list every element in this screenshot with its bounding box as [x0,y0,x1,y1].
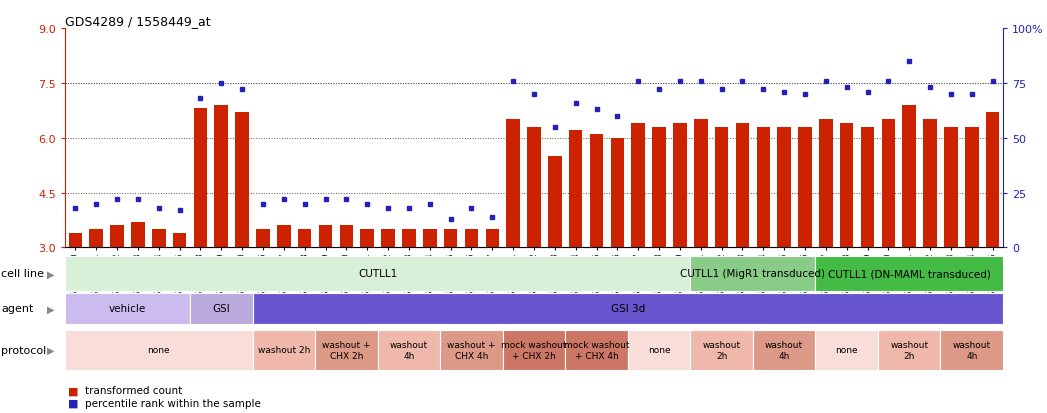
Bar [257,230,270,248]
Text: agent: agent [1,304,34,314]
Text: ▶: ▶ [46,304,54,314]
Text: washout
4h: washout 4h [389,340,428,360]
Text: washout
2h: washout 2h [703,340,740,360]
Bar [944,127,958,248]
Bar [840,124,853,248]
Text: mock washout
+ CHX 2h: mock washout + CHX 2h [502,340,566,360]
Text: GSI 3d: GSI 3d [610,304,645,314]
Bar [444,230,458,248]
Bar [882,120,895,248]
Text: GSI: GSI [213,304,230,314]
Bar [173,233,186,248]
Bar [318,226,332,248]
Bar [423,230,437,248]
Bar [819,120,832,248]
Bar [402,230,416,248]
Text: CUTLL1: CUTLL1 [358,268,397,279]
Bar [965,127,979,248]
Bar [715,127,729,248]
Text: none: none [648,346,670,354]
Text: washout
2h: washout 2h [890,340,929,360]
Text: none: none [836,346,857,354]
Bar [360,230,374,248]
Bar [631,124,645,248]
Bar [798,127,811,248]
Bar [569,131,582,248]
Bar [757,127,770,248]
Text: washout +
CHX 2h: washout + CHX 2h [322,340,371,360]
Text: washout 2h: washout 2h [258,346,310,354]
Bar [861,127,874,248]
Bar [131,222,144,248]
Text: none: none [148,346,170,354]
Text: mock washout
+ CHX 4h: mock washout + CHX 4h [563,340,629,360]
Bar [339,226,353,248]
Text: CUTLL1 (MigR1 transduced): CUTLL1 (MigR1 transduced) [681,268,825,279]
Text: ▶: ▶ [46,268,54,279]
Bar [903,106,916,248]
Bar [652,127,666,248]
Bar [610,138,624,248]
Text: transformed count: transformed count [85,385,182,395]
Bar [673,124,687,248]
Text: ▶: ▶ [46,345,54,355]
Bar [736,124,750,248]
Bar [465,230,478,248]
Bar [777,127,790,248]
Text: CUTLL1 (DN-MAML transduced): CUTLL1 (DN-MAML transduced) [828,268,990,279]
Bar [381,230,395,248]
Text: GDS4289 / 1558449_at: GDS4289 / 1558449_at [65,15,210,28]
Text: protocol: protocol [1,345,46,355]
Bar [89,230,103,248]
Bar [486,230,499,248]
Bar [298,230,311,248]
Bar [589,135,603,248]
Bar [694,120,708,248]
Text: ■: ■ [68,398,79,408]
Bar [923,120,937,248]
Bar [215,106,228,248]
Bar [194,109,207,248]
Bar [152,230,165,248]
Text: cell line: cell line [1,268,44,279]
Text: washout
4h: washout 4h [953,340,990,360]
Bar [277,226,291,248]
Bar [110,226,124,248]
Bar [548,157,561,248]
Text: washout
4h: washout 4h [765,340,803,360]
Bar [507,120,520,248]
Text: percentile rank within the sample: percentile rank within the sample [85,398,261,408]
Bar [528,127,540,248]
Text: washout +
CHX 4h: washout + CHX 4h [447,340,495,360]
Bar [986,113,1000,248]
Bar [236,113,249,248]
Text: vehicle: vehicle [109,304,147,314]
Bar [68,233,82,248]
Text: ■: ■ [68,385,79,395]
